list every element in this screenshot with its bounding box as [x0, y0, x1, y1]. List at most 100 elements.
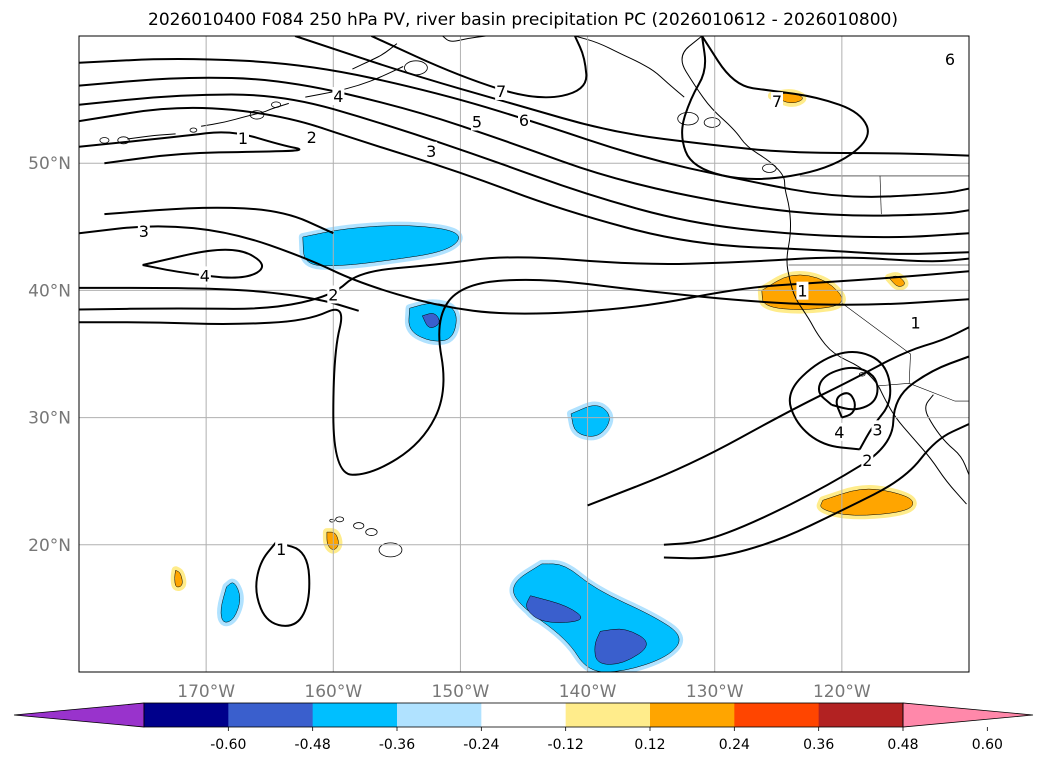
island — [858, 372, 866, 377]
colorbar: -0.60 -0.48 -0.36 -0.24 -0.12 0.12 0.24 0.36 0.4… — [13, 702, 1034, 753]
x-tick-label: 150°W — [432, 682, 490, 702]
pv-contour-label: 2 — [328, 285, 338, 304]
colorbar-tick-label: 0.36 — [803, 737, 834, 753]
pv-contour-label: 1 — [238, 129, 248, 148]
y-tick-labels: 50°N 40°N 30°N 20°N — [28, 154, 71, 556]
y-tick-label: 20°N — [28, 536, 71, 556]
colorbar-bin — [228, 703, 314, 727]
pv-contour-label-bg — [909, 313, 922, 332]
island — [365, 528, 378, 536]
pv-contour-label: 5 — [472, 112, 482, 131]
pv-contour-label-bg — [871, 420, 884, 439]
coastline — [925, 394, 969, 475]
precip-region — [594, 628, 647, 665]
x-tick-label: 140°W — [559, 682, 617, 702]
pv-contour-label-bg — [771, 92, 784, 111]
coastline — [681, 36, 967, 505]
state-border — [879, 175, 882, 215]
coastline — [574, 36, 685, 98]
colorbar-extend-low — [13, 702, 145, 728]
pv-contour-label: 2 — [307, 128, 317, 147]
colorbar-tick-label: 0.12 — [634, 737, 665, 753]
colorbar-bin — [734, 703, 820, 727]
coastline — [352, 43, 398, 70]
pv-contour-label-bg — [796, 281, 809, 300]
pv-contour-line — [79, 106, 969, 255]
pv-contour-line — [587, 326, 969, 507]
pv-contour-label: 1 — [911, 313, 921, 332]
y-tick-label: 50°N — [28, 154, 71, 174]
pv-contour-layer — [79, 36, 969, 627]
gridlines — [79, 36, 969, 672]
pv-contour-label-bg — [470, 112, 483, 131]
colorbar-bin — [650, 703, 735, 727]
island — [189, 127, 198, 133]
pv-contour-label-bg — [237, 129, 250, 148]
coastline — [442, 36, 486, 42]
pv-contour-label-bg — [495, 81, 508, 100]
pv-contour-label-bg — [332, 87, 345, 106]
state-border — [878, 382, 969, 402]
island — [329, 518, 335, 523]
pv-contour-line — [255, 541, 311, 627]
pv-contour-label: 6 — [519, 111, 529, 130]
pv-contour-line — [79, 58, 969, 198]
island — [335, 516, 345, 523]
pv-contour-label: 3 — [139, 222, 149, 241]
x-tick-label: 130°W — [686, 682, 744, 702]
pv-contour-line — [817, 366, 879, 411]
x-tick-label: 160°W — [304, 682, 362, 702]
coastline — [305, 66, 404, 98]
colorbar-tick-label: -0.24 — [463, 737, 499, 753]
colorbar-tick-label: -0.60 — [210, 737, 246, 753]
colorbar-tick-label: 0.24 — [719, 737, 750, 753]
island — [378, 542, 403, 558]
pv-contour-label: 4 — [333, 87, 343, 106]
pv-contour-label: 4 — [200, 266, 210, 285]
precip-region — [570, 405, 610, 437]
island — [762, 163, 777, 173]
pv-contour-line — [79, 256, 969, 311]
colorbar-bin — [818, 703, 904, 727]
colorbar-bin — [481, 703, 567, 727]
island — [353, 522, 365, 530]
colorbar-tick-label: -0.36 — [379, 737, 415, 753]
pv-contour-line — [104, 206, 334, 235]
map-background — [79, 36, 969, 672]
x-tick-labels: 170°W 160°W 150°W 140°W 130°W 120°W — [177, 682, 871, 702]
precip-region — [421, 313, 440, 328]
pv-contour-line — [788, 351, 892, 451]
colorbar-bin — [144, 703, 229, 727]
precip-region — [526, 595, 582, 623]
precip-region — [220, 582, 241, 623]
pv-contour-line — [663, 355, 969, 546]
colorbar-tick-label: 0.60 — [972, 737, 1003, 753]
chart-title: 2026010400 F084 250 hPa PV, river basin … — [148, 10, 898, 30]
pv-contour-line — [663, 423, 969, 560]
pv-contour-label-bg — [275, 539, 288, 558]
pv-contour-line — [79, 76, 969, 217]
colorbar-frame — [143, 702, 904, 728]
colorbar-extend-high — [902, 702, 1034, 728]
island — [677, 111, 699, 126]
pv-contour-label-bg — [861, 450, 874, 469]
pv-contour-label: 6 — [945, 50, 955, 69]
colorbar-bin — [312, 703, 398, 727]
colorbar-bin — [565, 703, 651, 727]
pv-contour-label-bg — [518, 111, 530, 130]
pv-contour-line — [79, 93, 969, 239]
pv-contour-label-bg — [327, 285, 340, 304]
pv-contour-line — [79, 278, 969, 476]
pv-contour-line — [79, 286, 359, 312]
precip-region — [174, 569, 183, 588]
pv-contour-line — [835, 392, 856, 419]
pv-contour-label-bg — [305, 127, 318, 146]
y-tick-label: 40°N — [28, 281, 71, 301]
island — [99, 137, 110, 144]
pv-contour-line — [370, 36, 588, 99]
pv-contour-line — [79, 131, 301, 165]
colorbar-tick-label: 0.48 — [887, 737, 918, 753]
pv-contour-label-bg — [833, 422, 846, 441]
island — [117, 136, 130, 145]
